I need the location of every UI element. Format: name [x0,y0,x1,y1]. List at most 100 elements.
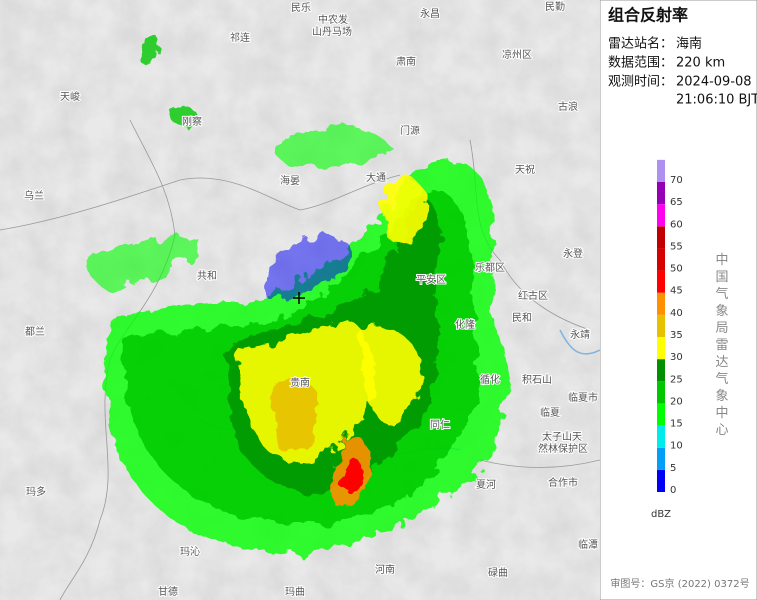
legend-tick-label: 45 [670,286,683,297]
place-label: 同仁 [430,419,450,431]
place-label: 肃南 [396,55,416,68]
panel-background [600,0,757,600]
place-label: 合作市 [548,476,578,489]
place-label: 民勤 [545,0,565,13]
echo-45dbz [341,458,362,492]
row-value: 2024-09-08 [676,75,752,90]
row-value: 海南 [676,36,702,52]
place-label: 玛沁 [180,546,200,558]
echo-30dbz [382,176,426,244]
place-label: 循化 [480,373,500,386]
legend-tick-label: 0 [670,485,676,496]
panel-title: 组合反射率 [608,6,688,25]
legend-tick-label: 50 [670,264,683,275]
place-label: 甘德 [158,585,178,598]
legend-tick-label: 35 [670,330,683,341]
place-label: 都兰 [25,325,45,338]
approval-number: 审图号：GS京 (2022) 0372号 [610,577,749,590]
echo-20dbz [136,36,163,64]
credit-char: 气 [715,371,728,387]
echo-0dbz [264,236,352,300]
place-label: 共和 [197,270,217,282]
river [559,329,600,355]
legend-tick-label: 65 [670,197,683,208]
place-label: 古浪 [558,100,578,113]
place-label: 红古区 [518,289,548,302]
echo-15dbz [88,236,200,290]
legend-swatch [657,425,665,448]
legend-tick-label: 55 [670,241,683,252]
legend-swatch [657,226,665,249]
place-label: 天祝 [515,163,535,176]
place-label: 临夏市 [568,391,598,404]
legend-swatch [657,270,665,293]
time-line: 21:06:10 BJT [676,93,757,108]
legend-tick-label: 70 [670,175,683,186]
legend-swatch [657,159,665,182]
credit-char: 中 [715,406,728,421]
legend-swatch [657,359,665,382]
legend-tick-label: 15 [670,419,683,430]
place-label: 贵南 [290,376,310,389]
place-label: 民乐 [291,2,311,14]
place-label: 凉州区 [502,48,532,61]
legend-tick-label: 5 [670,463,676,474]
place-label: 永登 [563,247,583,260]
credit-char: 国 [715,270,728,285]
place-label: 祁连 [230,31,250,44]
echo-30dbz [360,326,421,425]
info-panel: 组合反射率 雷达站名： 海南 数据范围： 220 km 观测时间： 2024-0… [600,0,757,600]
place-label: 积石山 [522,374,552,386]
place-label: 天峻 [60,90,80,103]
echo-15dbz [275,127,390,167]
legend-tick-label: 10 [670,441,683,452]
legend-swatch [657,447,665,470]
legend-tick-label: 60 [670,219,683,230]
place-label: 夏河 [476,479,496,491]
place-label: 临潭 [578,538,598,551]
place-labels: 民乐 中农发 山丹马场 永昌 民勤 祁连 肃南 凉州区 天峻 刚察 门源 古浪 … [23,0,599,599]
radar-site [293,292,305,304]
credit-char: 中 [715,253,728,268]
place-label: 河南 [375,563,395,576]
row-label: 雷达站名： [608,36,673,52]
boundary [0,174,401,231]
place-label: 平安区 [416,273,446,286]
place-label: 然林保护区 [538,442,588,455]
credit-char: 雷 [715,338,728,353]
echo-35dbz [272,376,319,453]
place-label: 民和 [512,312,532,324]
place-label: 海晏 [280,174,300,187]
place-label: 太子山天 [542,430,582,443]
place-label: 刚察 [182,115,202,128]
legend: 0 5 10 15 20 25 30 35 40 45 50 55 60 65 70 [657,159,683,496]
place-label: 玛多 [26,485,46,498]
row-value: 220 km [676,56,725,71]
place-label: 碌曲 [488,567,508,579]
place-label: 乐都区 [475,262,505,274]
legend-swatch [657,337,665,360]
legend-tick-label: 25 [670,374,683,385]
place-label: 大通 [366,171,386,184]
legend-swatch [657,381,665,404]
row-label: 观测时间： [608,75,673,90]
place-label: 中农发 [318,13,348,26]
place-label: 化隆 [455,318,475,331]
legend-swatch [657,204,665,227]
legend-tick-label: 40 [670,308,683,319]
legend-swatch [657,182,665,205]
boundary [479,459,600,468]
map: 民乐 中农发 山丹马场 永昌 民勤 祁连 肃南 凉州区 天峻 刚察 门源 古浪 … [0,0,600,600]
credit-char: 心 [715,423,728,438]
legend-tick-label: 20 [670,396,683,407]
legend-swatch [657,292,665,315]
place-label: 永昌 [420,7,440,20]
credit-char: 象 [715,304,728,319]
credit-char: 达 [715,355,728,370]
legend-swatch [657,469,665,492]
credit-char: 局 [715,321,728,336]
credit: 中国气象局雷达气象中心 [715,253,728,438]
legend-swatch [657,403,665,426]
legend-unit: dBZ [651,509,671,520]
